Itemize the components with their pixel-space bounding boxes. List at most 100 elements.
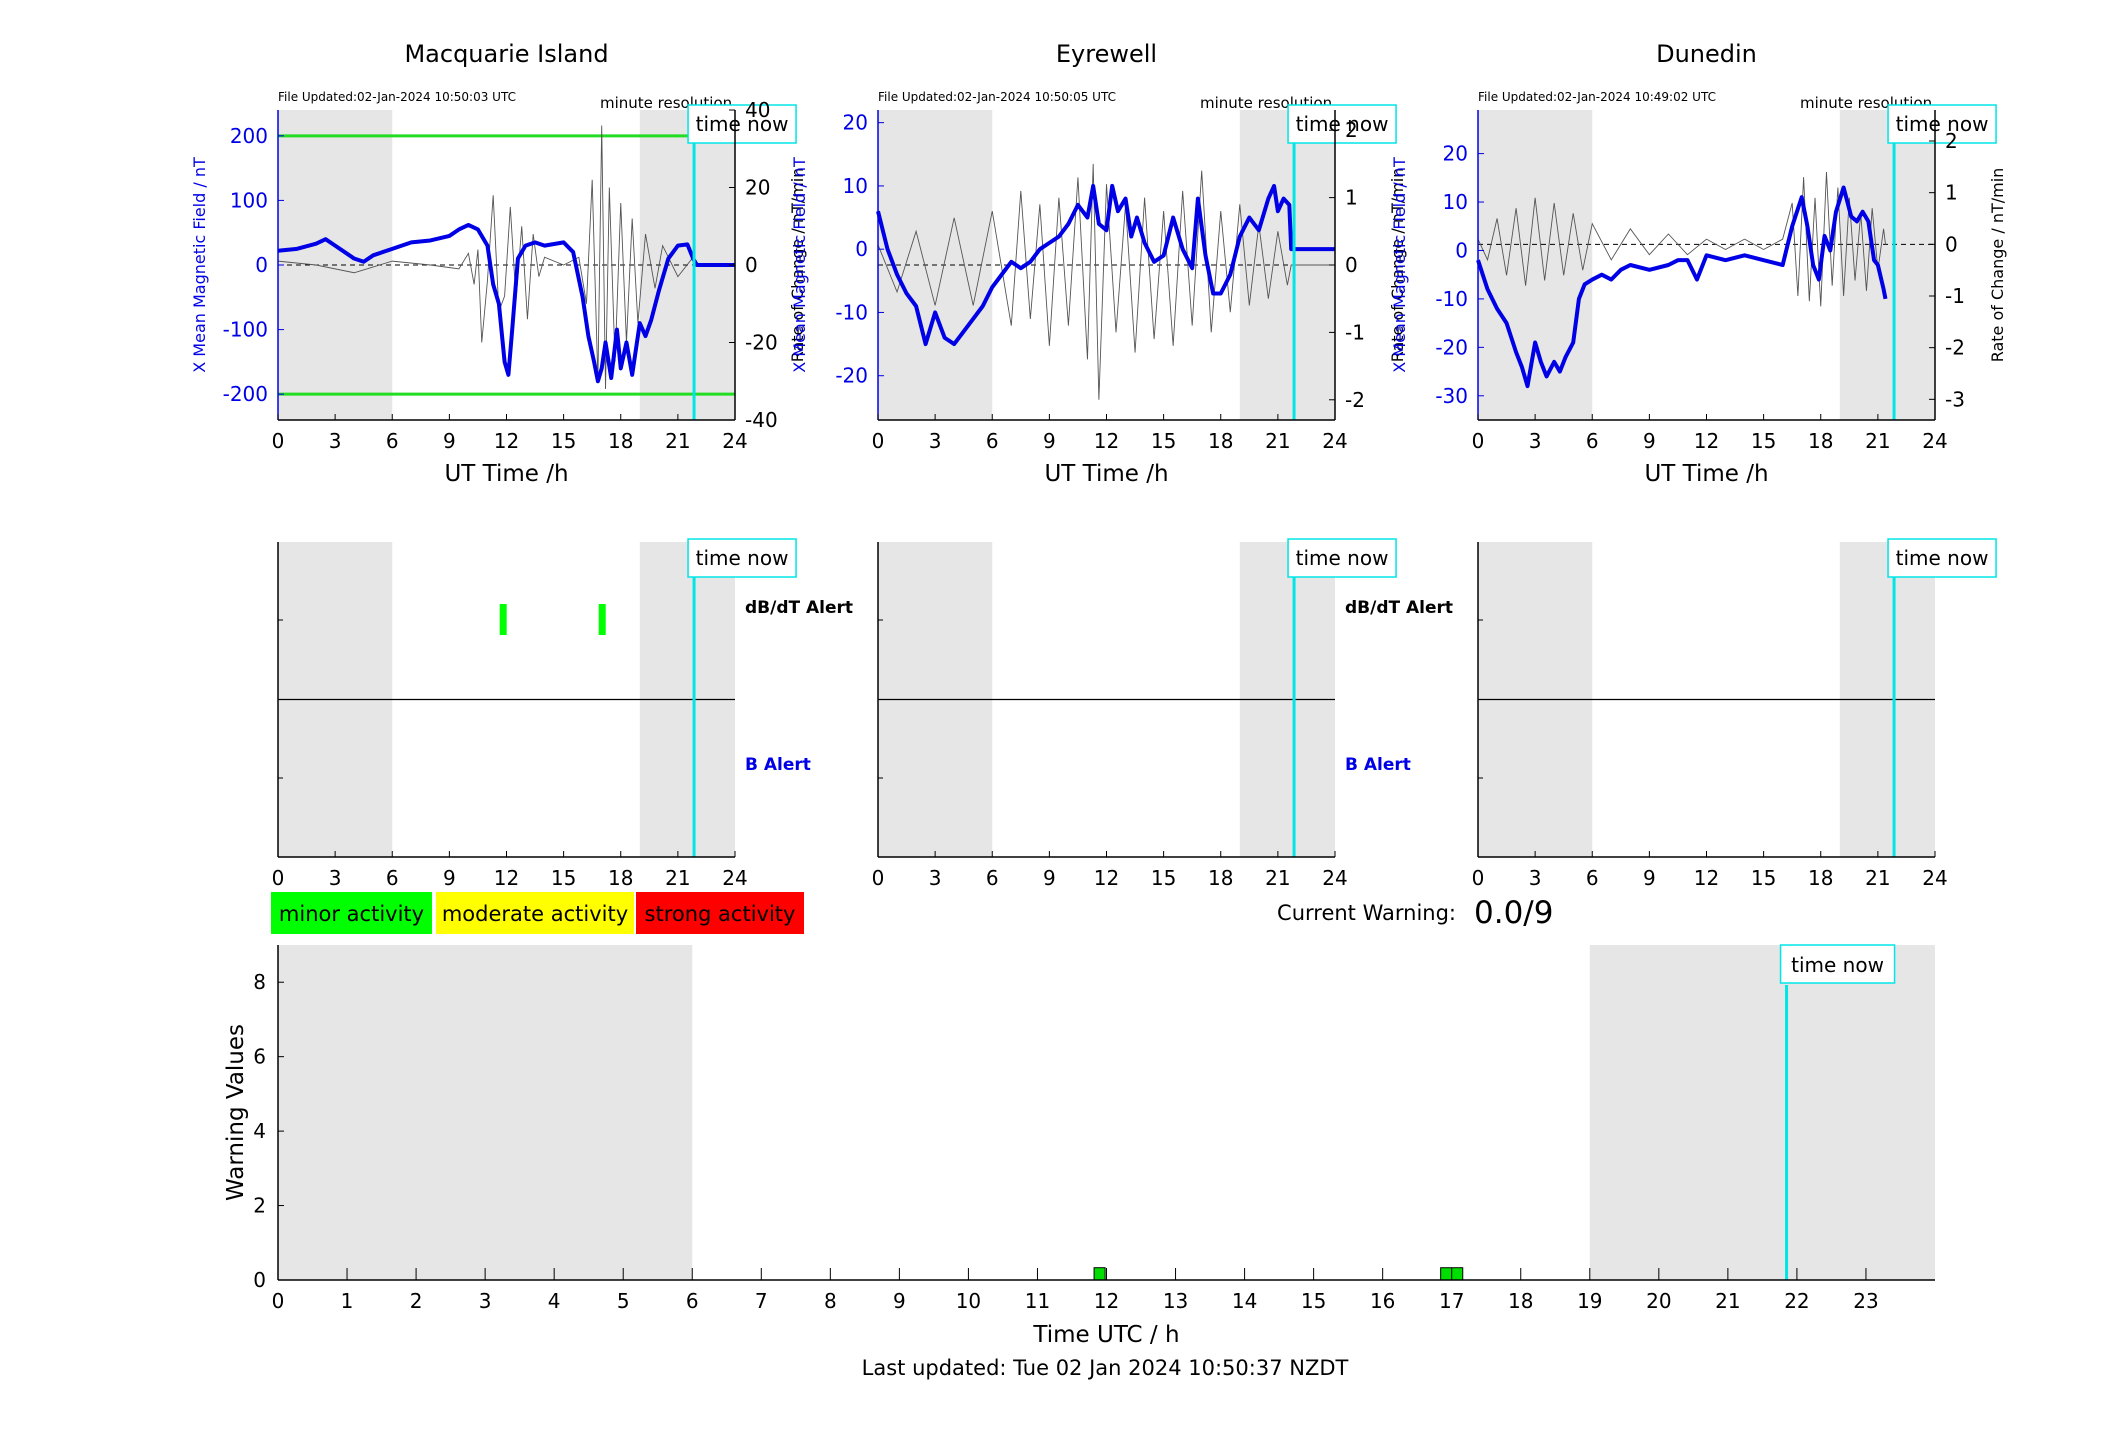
time-now-label: time now [696,546,789,570]
x-tick-label: 3 [329,866,342,890]
x-tick-label: 0 [1472,866,1485,890]
y-tick-label: 2 [253,1194,266,1218]
x-tick-label: 15 [1151,866,1176,890]
station-panel-2: Dunedin File Updated:02-Jan-2024 10:49:02… [1390,40,2007,890]
y-tick-label: 10 [843,174,868,198]
legend-swatch-2 [636,892,804,934]
b-alert-label: B Alert [745,755,811,775]
x-tick-label: 15 [1301,1289,1326,1313]
x-tick-label: 10 [956,1289,981,1313]
x-tick-label: 14 [1232,1289,1257,1313]
rate-axis-label: Rate of Change / nT/min [788,168,807,363]
file-updated-label: File Updated:02-Jan-2024 10:49:02 UTC [1478,90,1716,104]
time-now-box [1287,538,1397,578]
rate-tick-label: 40 [745,98,770,122]
x-tick-label: 12 [1694,429,1719,453]
x-tick-label: 12 [1094,1289,1119,1313]
x-tick-label: 23 [1853,1289,1878,1313]
warning-bar [1093,1267,1106,1281]
time-now-label: time now [1896,112,1989,136]
rate-tick-label: -1 [1345,320,1365,344]
rate-tick-label: -2 [1945,336,1965,360]
station-title: Eyrewell [1056,40,1157,68]
night-band [1839,110,1935,420]
station-panel-1: Eyrewell File Updated:02-Jan-2024 10:50:0… [790,40,1453,890]
y-tick-label: 20 [843,111,868,135]
x-tick-label: 18 [1508,1289,1533,1313]
x-tick-label: 6 [386,429,399,453]
y-tick-label: 4 [253,1119,266,1143]
last-updated-footer: Last updated: Tue 02 Jan 2024 10:50:37 N… [862,1356,1349,1380]
x-tick-label: 21 [1865,866,1890,890]
x-tick-label: 24 [1922,866,1947,890]
b-alert-label: B Alert [1345,755,1411,775]
x-tick-label: 1 [341,1289,354,1313]
station-title: Macquarie Island [404,40,608,68]
y-tick-label: 20 [1443,142,1468,166]
x-tick-label: 24 [1922,429,1947,453]
y-tick-label: 0 [855,237,868,261]
x-tick-label: 9 [1043,866,1056,890]
time-now-label: time now [696,112,789,136]
rate-tick-label: 2 [1345,118,1358,142]
y-tick-label: -10 [1435,287,1468,311]
x-tick-label: 0 [272,429,285,453]
rate-tick-label: 0 [1345,253,1358,277]
file-updated-label: File Updated:02-Jan-2024 10:50:03 UTC [278,90,516,104]
y-tick-label: 100 [230,188,268,212]
x-tick-label: 6 [686,1289,699,1313]
x-tick-label: 2 [410,1289,423,1313]
x-tick-label: 9 [1643,866,1656,890]
x-tick-label: 3 [929,429,942,453]
rate-tick-label: 0 [745,253,758,277]
alert-marker [598,604,606,635]
x-tick-label: 20 [1646,1289,1671,1313]
time-now-box [1887,538,1997,578]
y-tick-label: -200 [223,382,268,406]
x-tick-label: 12 [1694,866,1719,890]
x-tick-label: 6 [1586,429,1599,453]
x-tick-label: 21 [1715,1289,1740,1313]
x-tick-label: 6 [986,866,999,890]
rate-of-change-series [277,125,735,390]
y-tick-label: -100 [223,318,268,342]
x-axis-label: UT Time /h [1644,461,1768,487]
x-tick-label: 3 [329,429,342,453]
x-tick-label: 9 [443,429,456,453]
y-tick-label: 200 [230,124,268,148]
mean-field-series [1476,185,1888,389]
time-now-box [1779,944,1896,984]
x-tick-label: 4 [548,1289,561,1313]
x-tick-label: 12 [1094,866,1119,890]
time-now-label: time now [1296,546,1389,570]
y-axis-label: X Mean Magnetic Field / nT [1390,157,1409,373]
time-now-label: time now [1296,112,1389,136]
x-tick-label: 12 [494,866,519,890]
x-tick-label: 18 [1808,866,1833,890]
x-tick-label: 3 [1529,866,1542,890]
x-tick-label: 21 [1865,429,1890,453]
x-tick-label: 24 [722,866,747,890]
y-tick-label: -20 [835,364,868,388]
x-tick-label: 8 [824,1289,837,1313]
y-tick-label: -10 [835,300,868,324]
x-tick-label: 17 [1439,1289,1464,1313]
x-tick-label: 18 [608,429,633,453]
x-tick-label: 6 [386,866,399,890]
y-tick-label: 6 [253,1045,266,1069]
x-tick-label: 9 [1643,429,1656,453]
x-tick-label: 12 [494,429,519,453]
x-tick-label: 21 [665,866,690,890]
x-tick-label: 12 [1094,429,1119,453]
current-warning-value: 0.0/9 [1474,895,1553,931]
y-tick-label: 8 [253,970,266,994]
time-now-box [1287,104,1397,144]
rate-tick-label: 20 [745,176,770,200]
x-axis-label: UT Time /h [444,461,568,487]
x-tick-label: 18 [1208,429,1233,453]
x-tick-label: 11 [1025,1289,1050,1313]
legend-swatch-0 [271,892,432,934]
x-tick-label: 18 [608,866,633,890]
x-tick-label: 0 [872,429,885,453]
